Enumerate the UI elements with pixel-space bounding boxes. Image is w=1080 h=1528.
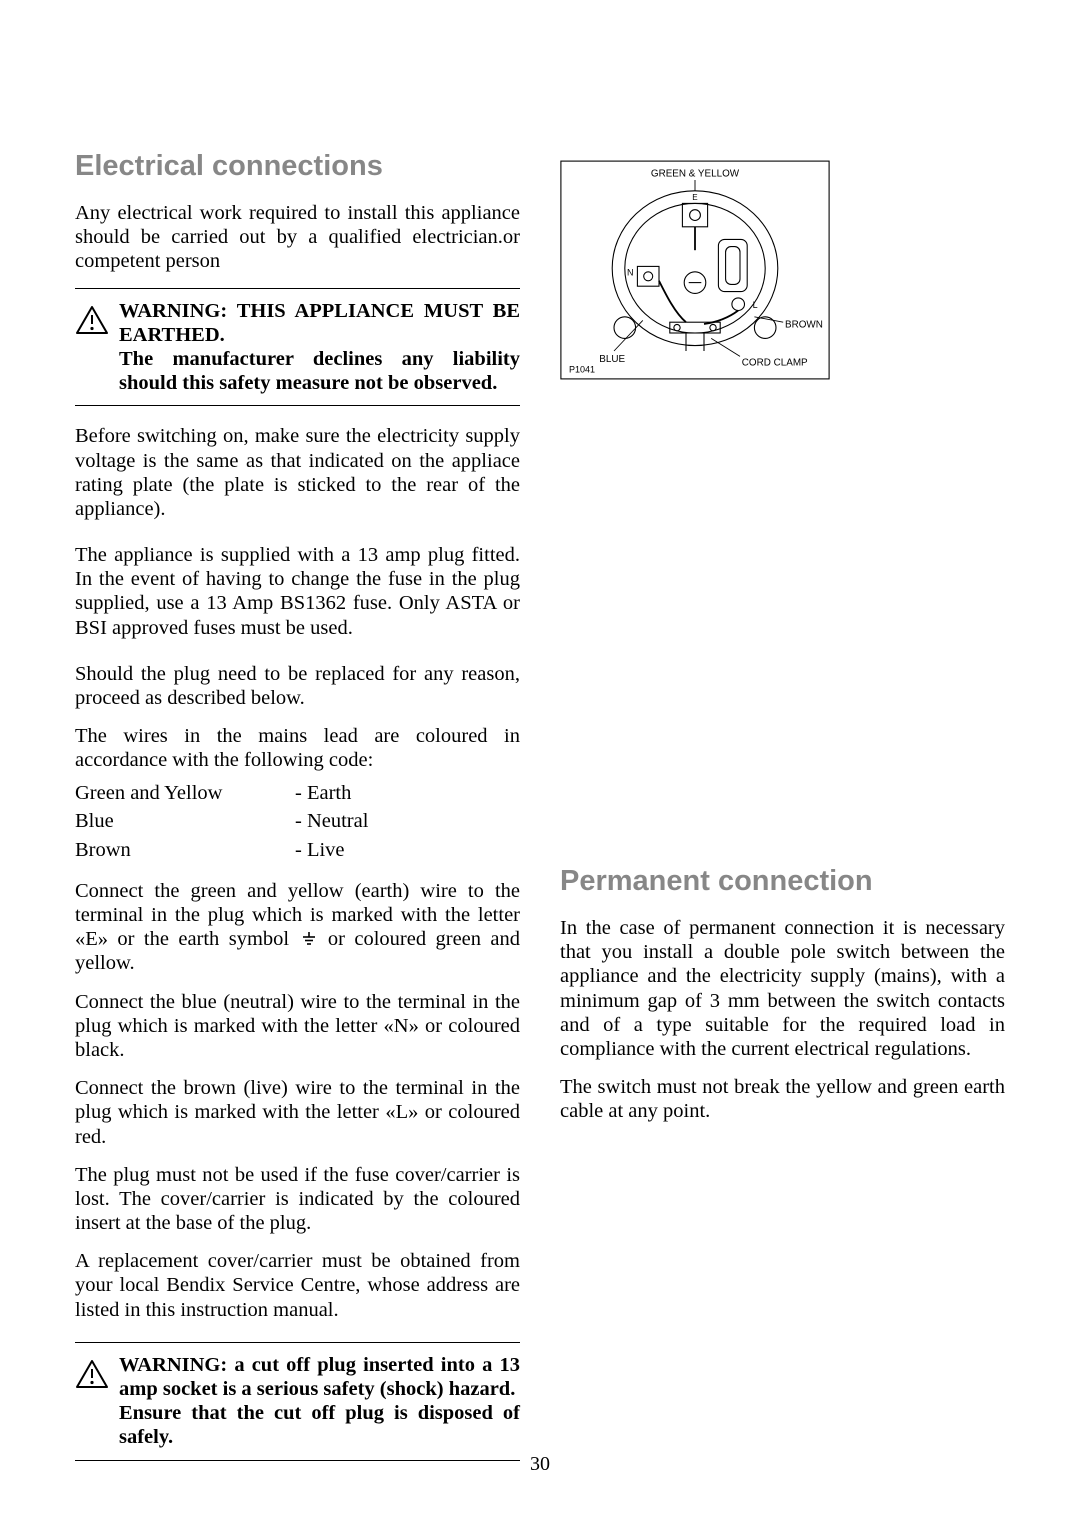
diagram-label-brown: BROWN [785, 320, 823, 331]
svg-text:L: L [753, 300, 758, 310]
warning-line-1: WARNING: THIS APPLIANCE MUST BE EARTHED. [119, 299, 520, 347]
plug-wiring-diagram: E N L [560, 160, 1005, 385]
wire-color-table: Green and Yellow - Earth Blue - Neutral … [75, 779, 520, 865]
wire-color: Brown [75, 836, 295, 865]
table-row: Brown - Live [75, 836, 520, 865]
replace-plug-paragraph: Should the plug need to be replaced for … [75, 662, 520, 710]
connect-brown-paragraph: Connect the brown (live) wire to the ter… [75, 1076, 520, 1149]
heading-permanent-connection: Permanent connection [560, 865, 1005, 898]
plug-diagram-svg: E N L [560, 160, 830, 380]
wire-designation: - Live [295, 836, 345, 865]
wire-designation: - Earth [295, 779, 351, 808]
earth-symbol-icon [301, 929, 317, 953]
warning-line-1: WARNING: a cut off plug inserted into a … [119, 1353, 520, 1401]
right-column: E N L [560, 150, 1005, 1479]
diagram-code: P1041 [569, 365, 595, 375]
heading-electrical-connections: Electrical connections [75, 150, 520, 183]
table-row: Green and Yellow - Earth [75, 779, 520, 808]
connect-green-paragraph: Connect the green and yellow (earth) wir… [75, 879, 520, 976]
permanent-paragraph-2: The switch must not break the yellow and… [560, 1075, 1005, 1123]
fuse-cover-paragraph: The plug must not be used if the fuse co… [75, 1163, 520, 1236]
permanent-paragraph-1: In the case of permanent connection it i… [560, 916, 1005, 1061]
before-switching-paragraph: Before switching on, make sure the elect… [75, 424, 520, 521]
page-number: 30 [0, 1453, 1080, 1476]
page: Electrical connections Any electrical wo… [0, 0, 1080, 1528]
diagram-label-green-yellow: GREEN & YELLOW [651, 168, 740, 179]
diagram-label-cord-clamp: CORD CLAMP [742, 357, 808, 368]
warning-box-earthed: WARNING: THIS APPLIANCE MUST BE EARTHED.… [75, 288, 520, 407]
warning-box-cutoff-plug: WARNING: a cut off plug inserted into a … [75, 1342, 520, 1461]
warning-triangle-icon [75, 1353, 109, 1394]
two-column-layout: Electrical connections Any electrical wo… [75, 150, 1005, 1479]
svg-text:N: N [627, 267, 634, 277]
warning-triangle-icon [75, 299, 109, 340]
intro-paragraph: Any electrical work required to install … [75, 201, 520, 274]
wire-color: Blue [75, 807, 295, 836]
wire-designation: - Neutral [295, 807, 368, 836]
warning-text: WARNING: THIS APPLIANCE MUST BE EARTHED.… [119, 299, 520, 396]
supplied-plug-paragraph: The appliance is supplied with a 13 amp … [75, 543, 520, 640]
left-column: Electrical connections Any electrical wo… [75, 150, 520, 1479]
warning-text: WARNING: a cut off plug inserted into a … [119, 1353, 520, 1450]
wires-code-paragraph: The wires in the mains lead are coloured… [75, 724, 520, 772]
warning-line-2: The manufacturer declines any liability … [119, 347, 520, 395]
table-row: Blue - Neutral [75, 807, 520, 836]
wire-color: Green and Yellow [75, 779, 295, 808]
warning-line-2: Ensure that the cut off plug is disposed… [119, 1401, 520, 1449]
svg-text:E: E [692, 193, 698, 202]
connect-blue-paragraph: Connect the blue (neutral) wire to the t… [75, 990, 520, 1063]
replacement-carrier-paragraph: A replacement cover/carrier must be obta… [75, 1249, 520, 1322]
diagram-label-blue: BLUE [599, 354, 625, 365]
